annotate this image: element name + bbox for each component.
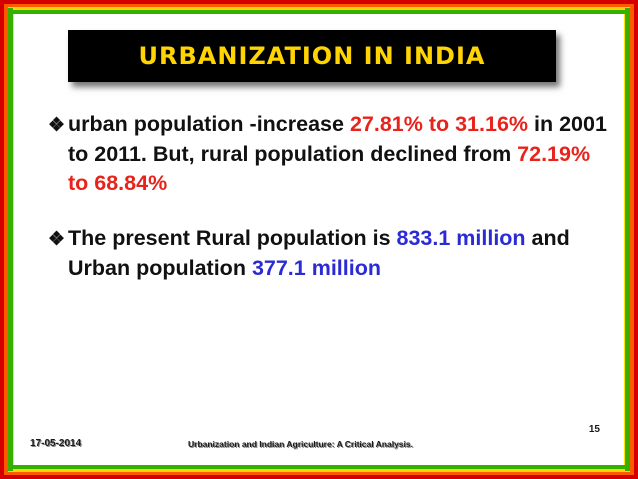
bullet-highlight-rural-count: 833.1 million	[396, 226, 526, 250]
border-green	[8, 8, 630, 471]
bullet-text-part: The present Rural population is	[68, 226, 397, 250]
bullet-highlight-urban-count: 377.1 million	[251, 256, 381, 280]
title-box: URBANIZATION IN INDIA	[68, 30, 556, 82]
checkmark-arrow-icon: ❖	[48, 115, 66, 136]
bullet-list: ❖ urban population -increase 27.81% to 31…	[34, 110, 614, 283]
border-orange	[4, 4, 634, 475]
footer-title: Urbanization and Indian Agriculture: A C…	[188, 439, 413, 449]
checkmark-arrow-icon: ❖	[48, 229, 66, 250]
page-number: 15	[588, 424, 600, 435]
bullet-urban-rural-share: ❖ urban population -increase 27.81% to 31…	[34, 110, 614, 198]
bullet-text-part: urban population -increase	[68, 112, 350, 136]
slide-content: URBANIZATION IN INDIA ❖ urban population …	[14, 14, 624, 465]
bullet-text-part: and Urban population	[68, 226, 570, 280]
bullet-text-part: in 2001 to 2011. But, rural population d…	[68, 112, 607, 166]
slide-title: URBANIZATION IN INDIA	[138, 42, 486, 70]
bullet-population-counts: ❖ The present Rural population is 833.1 m…	[34, 224, 614, 283]
bullet-highlight-urban-share: 27.81% to 31.16%	[349, 112, 529, 136]
footer-date: 17-05-2014	[30, 438, 82, 449]
bullet-highlight-rural-share: 72.19% to 68.84%	[68, 142, 591, 195]
